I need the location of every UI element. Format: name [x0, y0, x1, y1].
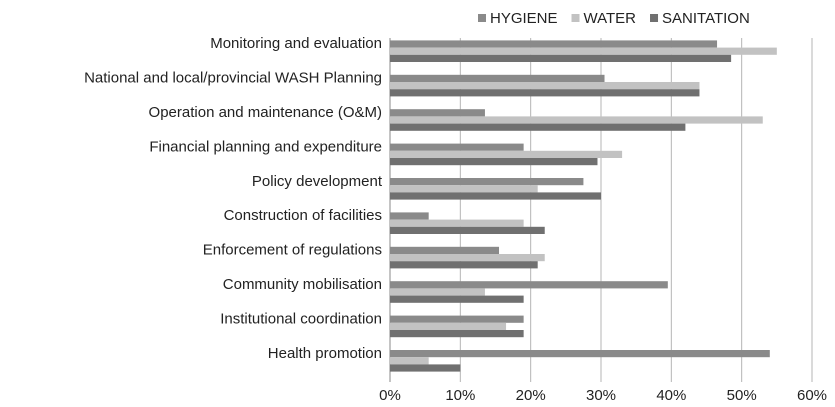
- bar: [390, 40, 718, 48]
- bar: [390, 357, 429, 365]
- bar: [390, 281, 668, 289]
- x-tick-label: 30%: [586, 387, 616, 404]
- legend-swatch: [650, 14, 659, 22]
- bar: [390, 178, 584, 186]
- y-tick-label: Financial planning and expenditure: [149, 138, 382, 155]
- legend-label: SANITATION: [662, 10, 750, 27]
- bar: [390, 82, 700, 90]
- bar: [390, 185, 538, 193]
- bar: [390, 74, 605, 82]
- bar: [390, 350, 770, 358]
- x-tick-label: 40%: [656, 387, 686, 404]
- bar: [390, 158, 598, 166]
- bar: [390, 254, 545, 262]
- bar: [390, 123, 686, 131]
- y-tick-label: Policy development: [252, 173, 383, 190]
- bar: [390, 261, 538, 269]
- y-tick-label: Health promotion: [268, 345, 382, 362]
- legend-label: HYGIENE: [490, 10, 558, 27]
- bar: [390, 150, 623, 158]
- bar: [390, 109, 485, 117]
- legend-swatch: [478, 14, 486, 22]
- x-tick-label: 0%: [379, 387, 401, 404]
- y-tick-label: National and local/provincial WASH Plann…: [84, 70, 382, 87]
- bar: [390, 364, 461, 372]
- legend-swatch: [571, 14, 580, 22]
- bar: [390, 89, 700, 97]
- y-tick-label: Construction of facilities: [224, 207, 382, 224]
- x-tick-label: 50%: [727, 387, 757, 404]
- y-tick-label: Enforcement of regulations: [203, 242, 382, 259]
- bar: [390, 226, 545, 234]
- bar: [390, 143, 524, 151]
- bar: [390, 212, 429, 220]
- y-tick-label: Community mobilisation: [223, 276, 382, 293]
- bar: [390, 47, 777, 55]
- bar: [390, 192, 601, 200]
- bar: [390, 288, 485, 296]
- bar: [390, 322, 507, 330]
- y-tick-label: Operation and maintenance (O&M): [149, 104, 382, 121]
- y-tick-label: Monitoring and evaluation: [210, 35, 382, 52]
- bar: [390, 219, 524, 227]
- y-tick-label: Institutional coordination: [220, 310, 382, 327]
- bar: [390, 246, 500, 254]
- legend-label: WATER: [584, 10, 637, 27]
- x-tick-label: 20%: [516, 387, 546, 404]
- x-tick-label: 10%: [445, 387, 475, 404]
- bar: [390, 116, 763, 124]
- bar: [390, 54, 732, 62]
- bar: [390, 295, 524, 303]
- x-tick-label: 60%: [797, 387, 827, 404]
- bar: [390, 330, 524, 338]
- bar: [390, 315, 524, 323]
